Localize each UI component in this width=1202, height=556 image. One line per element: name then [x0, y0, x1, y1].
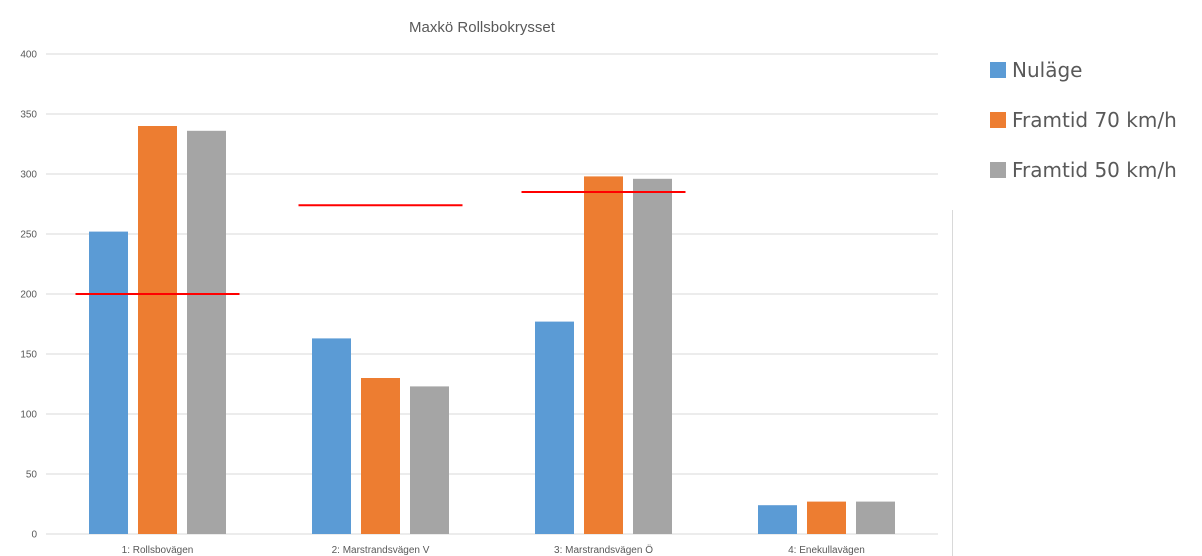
- bar: [361, 378, 400, 534]
- bar: [535, 321, 574, 534]
- legend-swatch: [990, 62, 1006, 78]
- legend: Nuläge Framtid 70 km/h Framtid 50 km/h: [952, 0, 1202, 556]
- y-tick-label: 250: [20, 230, 37, 241]
- x-tick-label: 4: Enekullavägen: [788, 545, 865, 556]
- y-tick-label: 100: [20, 410, 37, 421]
- legend-swatch: [990, 162, 1006, 178]
- x-axis-ticks: 1: Rollsbovägen 2: Marstrandsvägen V 3: Ma…: [122, 544, 865, 556]
- y-axis-ticks: 0 50 100 150 200 250 300 350 400: [20, 50, 37, 541]
- y-tick-label: 300: [20, 170, 37, 181]
- legend-label: Framtid 70 km/h: [1012, 108, 1177, 132]
- y-tick-label: 350: [20, 110, 37, 121]
- reference-lines: [75, 191, 686, 295]
- legend-label: Nuläge: [1012, 58, 1083, 82]
- bar: [410, 386, 449, 534]
- y-tick-label: 50: [26, 470, 38, 481]
- x-tick-label: 3: Marstrandsvägen Ö: [554, 544, 653, 556]
- bar-chart: 0 50 100 150 200 250 300 350 400 1: Rollsbovägen…: [20, 19, 938, 556]
- bar: [584, 176, 623, 534]
- y-tick-label: 0: [31, 530, 37, 541]
- bars: [89, 126, 895, 535]
- y-tick-label: 200: [20, 290, 37, 301]
- bar: [633, 178, 672, 535]
- bar: [187, 130, 226, 535]
- y-tick-label: 400: [20, 50, 37, 61]
- divider: [952, 210, 953, 556]
- legend-item: Nuläge: [990, 55, 1082, 85]
- bar: [856, 501, 895, 534]
- y-tick-label: 150: [20, 350, 37, 361]
- chart-area: 0 50 100 150 200 250 300 350 400 1: Rollsbovägen…: [20, 19, 938, 556]
- chart-title: Maxkö Rollsbokrysset: [409, 19, 556, 36]
- x-tick-label: 1: Rollsbovägen: [122, 545, 194, 556]
- legend-item: Framtid 50 km/h: [990, 155, 1177, 185]
- x-tick-label: 2: Marstrandsvägen V: [332, 545, 430, 556]
- legend-label: Framtid 50 km/h: [1012, 158, 1177, 182]
- bar: [807, 501, 846, 534]
- bar: [758, 505, 797, 534]
- bar: [312, 338, 351, 534]
- legend-swatch: [990, 112, 1006, 128]
- bar: [138, 126, 177, 534]
- bar: [89, 231, 128, 534]
- legend-item: Framtid 70 km/h: [990, 105, 1177, 135]
